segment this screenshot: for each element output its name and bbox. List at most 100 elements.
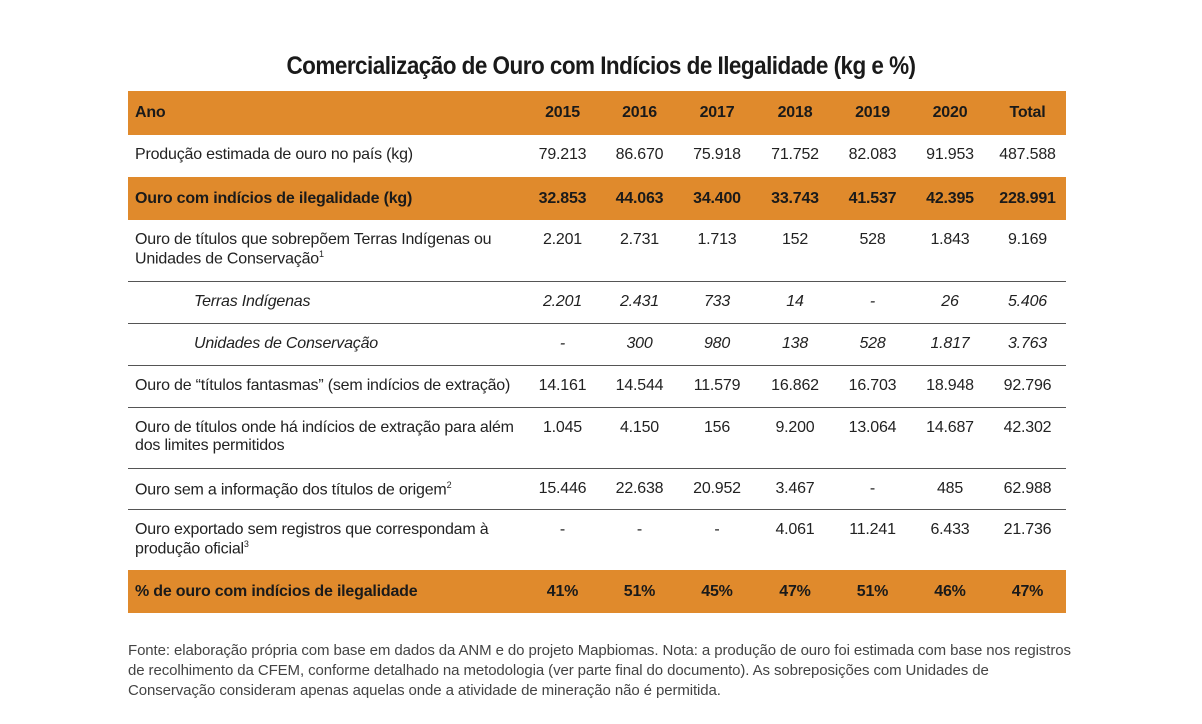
- cell-value: 2.431: [601, 281, 678, 324]
- table-row: Ouro exportado sem registros que corresp…: [128, 509, 1066, 570]
- cell-value: 4.061: [775, 520, 815, 538]
- cell-value: 16.703: [834, 365, 911, 408]
- cell-total: 42.302: [989, 407, 1066, 469]
- cell-value: 2.201: [524, 220, 601, 282]
- cell-value: 15.446: [524, 468, 601, 510]
- table-title: Comercialização de Ouro com Indícios de …: [286, 52, 916, 80]
- table-row: Produção estimada de ouro no país (kg) 7…: [128, 135, 1066, 177]
- cell-value: -: [834, 468, 911, 510]
- cell-value: 91.953: [926, 146, 974, 163]
- cell-value: 22.638: [601, 468, 678, 510]
- cell-total: 228.991: [989, 177, 1066, 220]
- cell-total: 5.406: [989, 281, 1066, 324]
- table-row: Ouro de títulos que sobrepõem Terras Ind…: [128, 220, 1066, 282]
- cell-value: 26: [911, 281, 989, 324]
- cell-value: 14: [756, 281, 834, 324]
- cell-value: 1.843: [911, 220, 989, 282]
- table-row: Ouro sem a informação dos títulos de ori…: [128, 468, 1066, 510]
- footnote-marker: 3: [243, 538, 249, 549]
- row-label: Produção estimada de ouro no país (kg): [135, 146, 413, 163]
- cell-value: 51%: [601, 570, 678, 613]
- row-label: Ouro sem a informação dos títulos de ori…: [135, 480, 447, 498]
- gold-trade-table: Ano 2015 2016 2017 2018 2019 2020 Total …: [128, 91, 1066, 613]
- cell-value: 1.045: [524, 407, 601, 469]
- header-year: 2016: [601, 91, 678, 135]
- cell-value: -: [834, 281, 911, 324]
- cell-value: 75.918: [693, 146, 741, 163]
- table-row: Ouro de títulos onde há indícios de extr…: [128, 407, 1066, 469]
- cell-value: 44.063: [601, 177, 678, 220]
- cell-value: 1.713: [678, 220, 756, 282]
- row-label: Ouro com indícios de ilegalidade (kg): [128, 177, 524, 220]
- row-label: Terras Indígenas: [128, 281, 524, 324]
- cell-value: 2.731: [601, 220, 678, 282]
- cell-value: 156: [678, 407, 756, 469]
- cell-value: 14.161: [524, 365, 601, 408]
- cell-value: 485: [911, 468, 989, 510]
- cell-value: 86.670: [615, 146, 664, 163]
- cell-value: 41.537: [834, 177, 911, 220]
- cell-total: 92.796: [989, 365, 1066, 408]
- table-row: Unidades de Conservação - 300 980 138 52…: [128, 323, 1066, 366]
- header-year: 2018: [756, 91, 834, 135]
- cell-value: 9.200: [756, 407, 834, 469]
- row-label: Ouro de “títulos fantasmas” (sem indício…: [128, 365, 524, 408]
- header-year: 2015: [524, 91, 601, 135]
- highlight-row: Ouro com indícios de ilegalidade (kg) 32…: [128, 177, 1066, 220]
- cell-total: 21.736: [1003, 520, 1052, 538]
- cell-value: 6.433: [930, 520, 970, 538]
- cell-total: 62.988: [989, 468, 1066, 510]
- row-label: % de ouro com indícios de ilegalidade: [128, 570, 524, 613]
- cell-value: 18.948: [911, 365, 989, 408]
- source-note: Fonte: elaboração própria com base em da…: [128, 642, 1071, 699]
- cell-value: 79.213: [538, 146, 587, 163]
- cell-value: 46%: [911, 570, 989, 613]
- cell-value: 20.952: [678, 468, 756, 510]
- percentage-row: % de ouro com indícios de ilegalidade 41…: [128, 570, 1066, 613]
- cell-total: 3.763: [989, 323, 1066, 366]
- cell-value: 528: [834, 220, 911, 282]
- cell-value: 2.201: [524, 281, 601, 324]
- header-year-label: Ano: [128, 91, 524, 135]
- cell-value: 733: [678, 281, 756, 324]
- cell-value: -: [714, 520, 720, 538]
- cell-value: 41%: [524, 570, 601, 613]
- table-row: Ouro de “títulos fantasmas” (sem indício…: [128, 365, 1066, 408]
- cell-value: 47%: [756, 570, 834, 613]
- footnote-marker: 2: [446, 479, 452, 490]
- header-year: 2020: [911, 91, 989, 135]
- cell-value: 980: [678, 323, 756, 366]
- cell-value: 33.743: [756, 177, 834, 220]
- cell-value: 4.150: [601, 407, 678, 469]
- cell-value: 71.752: [771, 146, 819, 163]
- cell-value: 45%: [678, 570, 756, 613]
- row-label: Ouro de títulos que sobrepõem Terras Ind…: [135, 231, 492, 268]
- cell-value: 11.241: [849, 520, 896, 538]
- cell-value: 14.544: [601, 365, 678, 408]
- cell-value: 1.817: [911, 323, 989, 366]
- cell-value: 138: [756, 323, 834, 366]
- footnote-marker: 1: [318, 249, 324, 259]
- row-label: Unidades de Conservação: [128, 323, 524, 366]
- cell-total: 487.588: [999, 146, 1056, 163]
- row-label-cell: Ouro de títulos que sobrepõem Terras Ind…: [128, 220, 524, 282]
- header-row: Ano 2015 2016 2017 2018 2019 2020 Total: [128, 91, 1066, 135]
- table-row: Terras Indígenas 2.201 2.431 733 14 - 26…: [128, 281, 1066, 324]
- cell-value: 16.862: [756, 365, 834, 408]
- row-label: Ouro exportado sem registros que corresp…: [135, 520, 489, 557]
- cell-total: 47%: [989, 570, 1066, 613]
- cell-value: 152: [756, 220, 834, 282]
- cell-value: -: [636, 520, 643, 538]
- cell-value: 34.400: [678, 177, 756, 220]
- cell-value: -: [559, 520, 566, 538]
- cell-value: 14.687: [911, 407, 989, 469]
- cell-value: 528: [834, 323, 911, 366]
- cell-value: 42.395: [911, 177, 989, 220]
- cell-value: 300: [601, 323, 678, 366]
- cell-value: 11.579: [678, 365, 756, 408]
- header-year: 2019: [834, 91, 911, 135]
- cell-value: 13.064: [834, 407, 911, 469]
- header-total: Total: [989, 91, 1066, 135]
- cell-value: 51%: [834, 570, 911, 613]
- row-label: Ouro de títulos onde há indícios de extr…: [128, 407, 524, 469]
